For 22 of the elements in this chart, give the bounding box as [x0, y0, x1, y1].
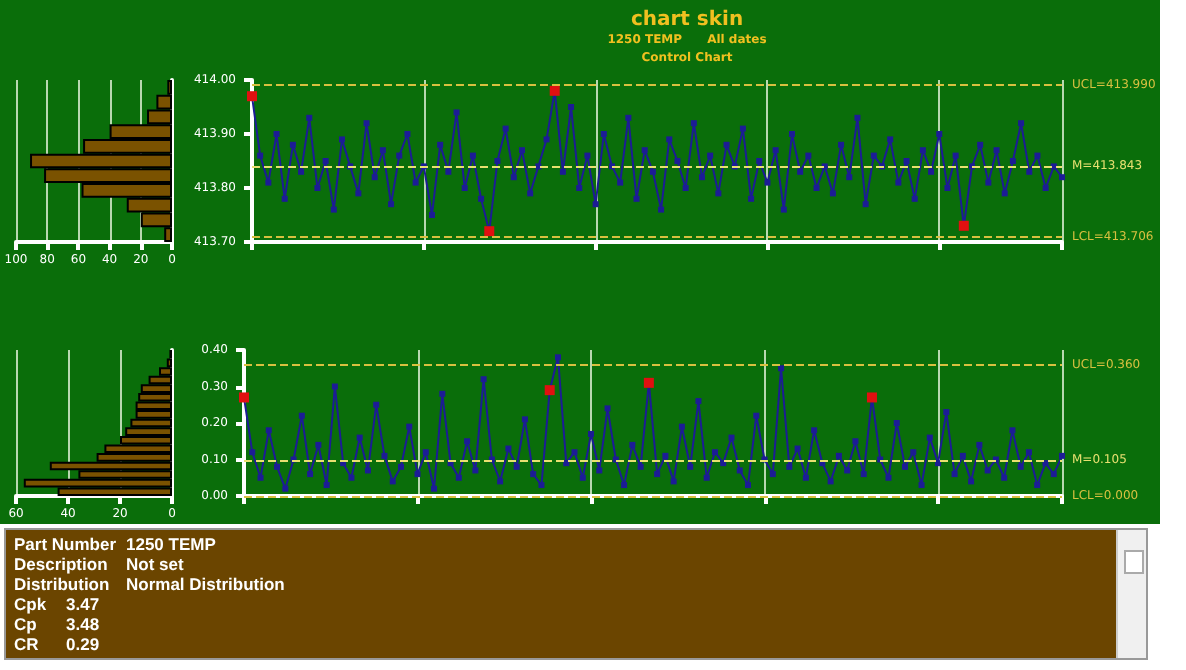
text: Not set: [126, 554, 184, 574]
bar: [148, 375, 172, 385]
text: Distribution: [14, 574, 112, 594]
text: 3.47: [66, 594, 100, 614]
bar: [138, 392, 172, 402]
text: 0.29: [66, 634, 100, 654]
text: 3.48: [66, 614, 100, 634]
text: Cpk: [14, 594, 49, 614]
text: Cp: [14, 614, 39, 634]
text: CR: [14, 634, 41, 654]
bar: [135, 410, 172, 419]
text: Description: [14, 554, 110, 574]
bar: [23, 478, 172, 488]
bar: [49, 461, 172, 471]
text: Part Number: [14, 534, 119, 554]
bar: [130, 418, 172, 428]
bar: [104, 444, 172, 454]
bar: [125, 427, 172, 436]
bar: [135, 401, 172, 411]
text: Normal Distribution: [126, 574, 285, 594]
chart-title: chart skin: [630, 9, 744, 31]
text: 1250 TEMP: [126, 534, 216, 554]
